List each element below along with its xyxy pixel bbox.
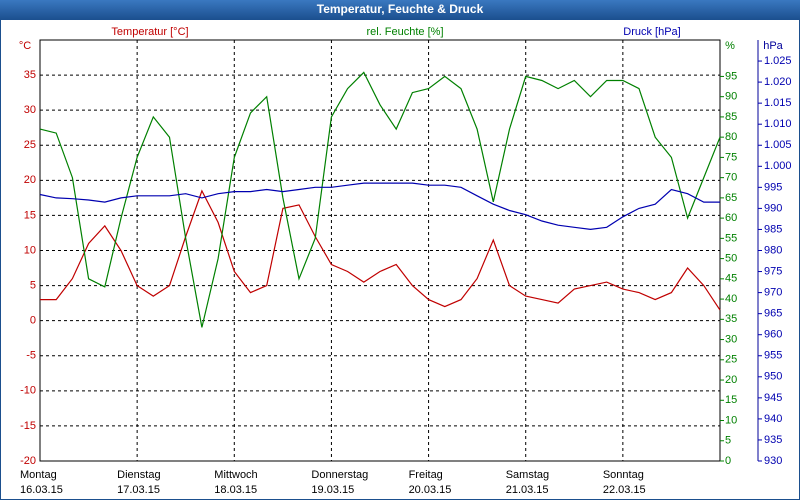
- x-tick-label: Samstag: [506, 469, 549, 481]
- y-tick-label: 0: [30, 315, 36, 327]
- y3-axis-label: hPa: [763, 40, 783, 52]
- x-tick-date: 18.03.15: [214, 484, 257, 496]
- y-tick-label: -10: [20, 385, 36, 397]
- y2-tick-label: 80: [725, 131, 737, 143]
- y3-tick-label: 980: [764, 244, 782, 256]
- y-tick-label: 35: [24, 69, 36, 81]
- x-tick-date: 22.03.15: [603, 484, 646, 496]
- y2-tick-label: 55: [725, 232, 737, 244]
- y3-tick-label: 1.025: [764, 55, 792, 67]
- title-bar: [0, 0, 800, 20]
- y-tick-label: 20: [24, 174, 36, 186]
- y2-tick-label: 95: [725, 70, 737, 82]
- y2-tick-label: 45: [725, 273, 737, 285]
- legend-entry: Temperatur [°C]: [111, 26, 188, 38]
- y2-tick-label: 15: [725, 394, 737, 406]
- x-tick-label: Montag: [20, 469, 57, 481]
- y2-tick-label: 85: [725, 111, 737, 123]
- y3-tick-label: 955: [764, 350, 782, 362]
- y2-tick-label: 30: [725, 333, 737, 345]
- y2-tick-label: 10: [725, 414, 737, 426]
- y2-tick-label: 5: [725, 435, 731, 447]
- x-tick-label: Sonntag: [603, 469, 644, 481]
- x-tick-date: 20.03.15: [409, 484, 452, 496]
- series-line: [39, 182, 720, 231]
- y3-tick-label: 1.020: [764, 76, 792, 88]
- y2-axis-label: %: [725, 40, 735, 52]
- y-tick-label: 5: [30, 279, 36, 291]
- y3-tick-label: 1.005: [764, 139, 792, 151]
- y3-tick-label: 935: [764, 434, 782, 446]
- y2-tick-label: 35: [725, 313, 737, 325]
- x-tick-label: Mittwoch: [214, 469, 257, 481]
- y-axis-label: °C: [19, 40, 31, 52]
- y-tick-label: -20: [20, 455, 36, 467]
- y-tick-label: 15: [24, 209, 36, 221]
- y2-tick-label: 90: [725, 91, 737, 103]
- legend-entry: rel. Feuchte [%]: [366, 26, 443, 38]
- y2-tick-label: 25: [725, 354, 737, 366]
- y3-tick-label: 1.015: [764, 97, 792, 109]
- y3-tick-label: 945: [764, 392, 782, 404]
- y3-tick-label: 950: [764, 371, 782, 383]
- y3-tick-label: 960: [764, 329, 782, 341]
- x-tick-label: Donnerstag: [311, 469, 368, 481]
- y2-tick-label: 70: [725, 172, 737, 184]
- y2-tick-label: 75: [725, 151, 737, 163]
- y3-tick-label: 1.010: [764, 118, 792, 130]
- y2-tick-label: 40: [725, 293, 737, 305]
- y-tick-label: -15: [20, 420, 36, 432]
- chart-title: Temperatur, Feuchte & Druck: [317, 2, 484, 16]
- series-line: [39, 71, 721, 328]
- x-tick-date: 19.03.15: [311, 484, 354, 496]
- x-tick-date: 17.03.15: [117, 484, 160, 496]
- y-tick-label: 25: [24, 139, 36, 151]
- y2-tick-label: 60: [725, 212, 737, 224]
- y3-tick-label: 985: [764, 223, 782, 235]
- y3-tick-label: 965: [764, 308, 782, 320]
- y2-tick-label: 50: [725, 253, 737, 265]
- x-tick-label: Freitag: [409, 469, 443, 481]
- series-line: [40, 189, 721, 311]
- y-tick-label: 10: [24, 244, 36, 256]
- x-tick-date: 16.03.15: [20, 484, 63, 496]
- y3-tick-label: 970: [764, 287, 782, 299]
- y-tick-label: -5: [26, 350, 36, 362]
- y2-tick-label: 20: [725, 374, 737, 386]
- y2-tick-label: 0: [725, 455, 731, 467]
- y3-tick-label: 975: [764, 265, 782, 277]
- x-tick-label: Dienstag: [117, 469, 160, 481]
- y3-tick-label: 1.000: [764, 160, 792, 172]
- y3-tick-label: 995: [764, 181, 782, 193]
- y2-tick-label: 65: [725, 192, 737, 204]
- x-tick-date: 21.03.15: [506, 484, 549, 496]
- y-tick-label: 30: [24, 104, 36, 116]
- legend-entry: Druck [hPa]: [623, 26, 680, 38]
- y3-tick-label: 990: [764, 202, 782, 214]
- y3-tick-label: 930: [764, 455, 782, 467]
- y3-tick-label: 940: [764, 413, 782, 425]
